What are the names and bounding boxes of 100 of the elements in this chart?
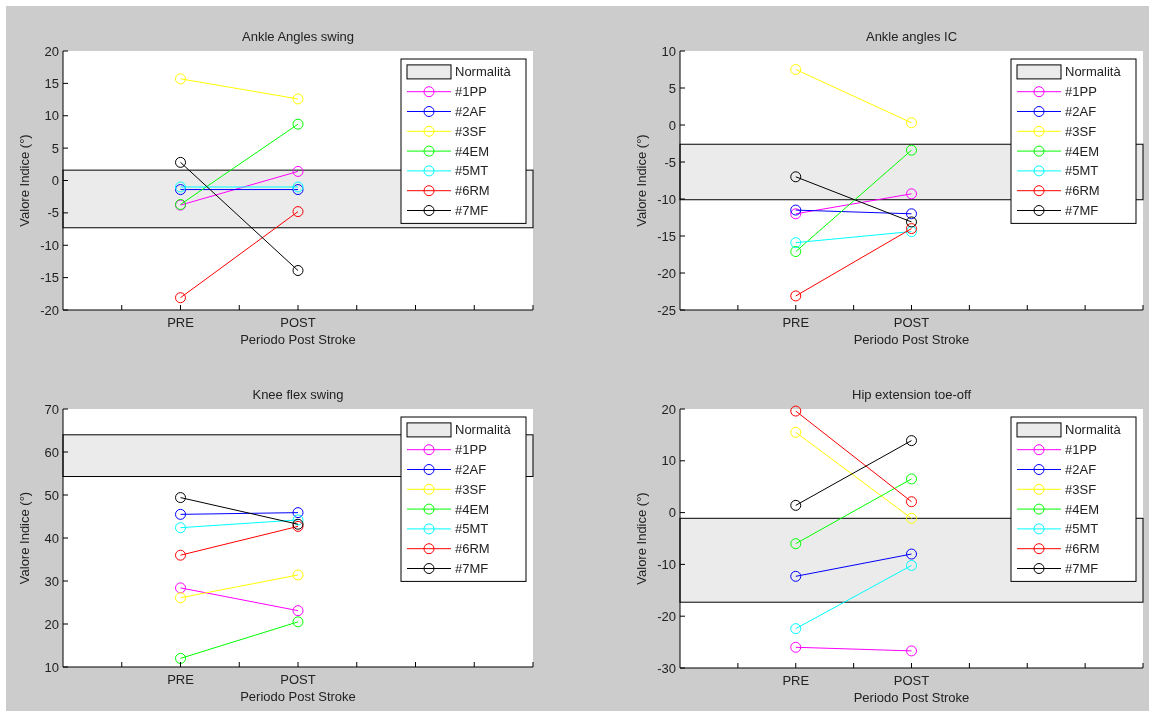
point xyxy=(790,538,802,550)
point xyxy=(175,156,186,168)
point xyxy=(175,508,186,520)
legend-label: #1PP xyxy=(1065,84,1097,100)
band-label: Normalità xyxy=(455,422,512,438)
y-tick-label: -25 xyxy=(657,302,676,318)
legend-label: Normalità xyxy=(455,64,512,80)
chart-title: Ankle angles IC xyxy=(865,29,958,44)
y-tick-label: -10 xyxy=(40,237,59,253)
y-axis-title: Valore Indice (°) xyxy=(634,492,649,585)
point xyxy=(906,216,917,228)
legend-label: #7MF xyxy=(1065,203,1099,219)
y-tick-label: 15 xyxy=(44,75,59,91)
point xyxy=(790,208,802,220)
point xyxy=(906,473,917,485)
y-tick-label: 50 xyxy=(44,487,59,503)
point xyxy=(175,582,186,594)
x-tick-label: POST xyxy=(893,673,930,688)
legend-label: Normalità xyxy=(1065,64,1122,80)
y-tick-label: 0 xyxy=(668,505,676,521)
x-tick-label: PRE xyxy=(167,315,195,330)
x-axis-title: Periodo Post Stroke xyxy=(240,689,356,704)
y-tick-label: 0 xyxy=(668,117,676,133)
point xyxy=(292,569,304,581)
point xyxy=(790,641,802,653)
point xyxy=(906,117,917,129)
legend-label: #5MT xyxy=(1065,521,1099,537)
point xyxy=(906,208,917,220)
legend-label: #5MT xyxy=(455,521,489,537)
legend-label: #3SF xyxy=(1065,481,1097,497)
y-tick-label: -10 xyxy=(657,556,676,572)
x-tick-label: POST xyxy=(280,315,316,330)
y-axis-title: Valore Indice (°) xyxy=(17,491,32,585)
point xyxy=(790,171,802,183)
y-tick-label: -15 xyxy=(657,228,676,244)
y-tick-label: -15 xyxy=(40,270,59,286)
y-tick-label: -20 xyxy=(40,302,59,318)
legend-label: #2AF xyxy=(1065,104,1097,120)
point xyxy=(906,496,917,508)
y-tick-label: 10 xyxy=(44,659,59,675)
y-tick-label: 0 xyxy=(51,173,59,189)
y-tick-label: 10 xyxy=(44,108,59,124)
chart-title: Hip extension toe-off xyxy=(852,387,972,402)
legend-label: #7MF xyxy=(455,203,489,219)
y-tick-label: 30 xyxy=(44,573,59,589)
point xyxy=(292,616,304,628)
legend-label: #6RM xyxy=(455,183,490,199)
y-axis-title: Valore Indice (°) xyxy=(17,134,32,227)
legend-label: #1PP xyxy=(1065,442,1097,458)
point xyxy=(292,265,304,276)
legend-label: #5MT xyxy=(455,163,489,179)
y-tick-label: -5 xyxy=(47,205,59,221)
point xyxy=(790,290,802,302)
legend-label: #7MF xyxy=(1065,561,1099,577)
x-tick-label: PRE xyxy=(782,673,810,688)
y-tick-label: 20 xyxy=(661,401,676,417)
point xyxy=(292,118,304,130)
y-tick-label: -30 xyxy=(657,660,676,676)
legend-label: #6RM xyxy=(1065,541,1100,557)
legend-label: #2AF xyxy=(455,104,487,120)
point xyxy=(790,204,802,216)
point xyxy=(292,605,304,617)
point xyxy=(790,246,802,258)
legend-label: #2AF xyxy=(455,462,487,478)
y-tick-label: 20 xyxy=(44,616,59,632)
legend-label: Normalità xyxy=(1065,422,1122,438)
y-axis-title: Valore Indice (°) xyxy=(634,134,649,227)
x-tick-label: POST xyxy=(280,672,316,687)
y-tick-label: 20 xyxy=(44,43,59,59)
point xyxy=(790,499,802,511)
x-tick-label: PRE xyxy=(782,315,810,330)
legend-label: #3SF xyxy=(1065,123,1097,139)
point xyxy=(906,188,917,200)
point xyxy=(790,570,802,582)
chart-title: Knee flex swing xyxy=(252,387,344,402)
point xyxy=(906,512,917,524)
point xyxy=(906,559,917,571)
legend-label: #6RM xyxy=(455,541,490,557)
legend-label: #4EM xyxy=(455,501,489,517)
point xyxy=(175,652,186,664)
point xyxy=(175,592,186,604)
point xyxy=(292,206,304,218)
point xyxy=(906,645,917,657)
y-tick-label: 10 xyxy=(661,43,676,59)
point xyxy=(790,237,802,249)
y-tick-label: 5 xyxy=(668,80,676,96)
legend-label: #4EM xyxy=(1065,501,1099,517)
x-tick-label: PRE xyxy=(167,672,195,687)
point xyxy=(175,292,186,304)
legend-label: #6RM xyxy=(1065,183,1100,199)
point xyxy=(790,405,802,417)
chart-title: Ankle Angles swing xyxy=(241,29,355,44)
x-tick-label: POST xyxy=(893,315,930,330)
y-tick-label: 10 xyxy=(661,453,676,469)
legend-label: #1PP xyxy=(455,84,487,100)
y-tick-label: -5 xyxy=(664,154,676,170)
point xyxy=(175,522,186,534)
x-axis-title: Periodo Post Stroke xyxy=(853,332,970,347)
y-tick-label: -20 xyxy=(657,608,676,624)
point xyxy=(292,93,304,105)
